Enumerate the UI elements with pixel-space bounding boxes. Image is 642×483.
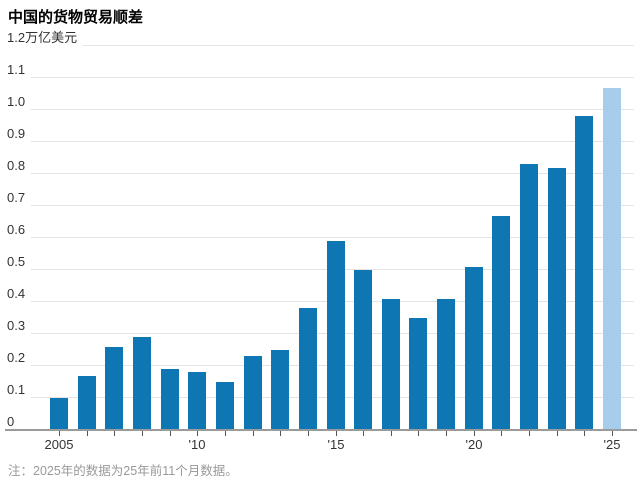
gridline-row-1: 1.0: [7, 94, 634, 110]
x-tick-2007: [114, 431, 115, 436]
gridline: [31, 190, 634, 206]
x-tick-2015: [336, 431, 337, 436]
bar-2010: [188, 372, 206, 430]
y-axis-label: 1.2万亿美元: [7, 30, 78, 45]
x-axis-line: [5, 429, 637, 431]
gridline: [31, 94, 634, 110]
gridline: [31, 158, 634, 174]
y-axis-label: 0.6: [7, 222, 26, 237]
bar-2018: [409, 318, 427, 430]
y-axis-label: 0.5: [7, 254, 26, 269]
bar-2014: [299, 308, 317, 430]
y-axis-label: 0: [7, 414, 15, 429]
bar-2005: [50, 398, 68, 430]
x-tick-2024: [584, 431, 585, 436]
gridline-row-1.2: 1.2万亿美元: [7, 30, 634, 46]
y-axis-label: 0.7: [7, 190, 26, 205]
bar-2020: [465, 267, 483, 430]
bar-2021: [492, 216, 510, 430]
x-tick-2025: [612, 431, 613, 436]
x-tick-2020: [474, 431, 475, 436]
gridline-row-0.7: 0.7: [7, 190, 634, 206]
gridline: [83, 30, 634, 46]
x-tick-2008: [142, 431, 143, 436]
gridline: [31, 126, 634, 142]
bar-2016: [354, 270, 372, 430]
y-axis-label: 0.9: [7, 126, 26, 141]
bar-2024: [575, 116, 593, 430]
x-tick-2006: [87, 431, 88, 436]
bar-2011: [216, 382, 234, 430]
x-tick-2010: [197, 431, 198, 436]
gridline-row-0.8: 0.8: [7, 158, 634, 174]
gridline: [31, 62, 634, 78]
y-axis-label: 0.1: [7, 382, 26, 397]
x-tick-2012: [253, 431, 254, 436]
gridline-row-0.1: 0.1: [7, 382, 634, 398]
x-axis-label-2015: '15: [327, 437, 345, 452]
bar-2007: [105, 347, 123, 430]
gridline-row-0.3: 0.3: [7, 318, 634, 334]
chart-title: 中国的货物贸易顺差: [8, 9, 144, 26]
x-tick-2011: [225, 431, 226, 436]
y-axis-label: 1.1: [7, 62, 26, 77]
bar-2022: [520, 164, 538, 430]
x-tick-2022: [529, 431, 530, 436]
y-axis-label: 0.8: [7, 158, 26, 173]
gridline-row-1.1: 1.1: [7, 62, 634, 78]
gridline-row-0.9: 0.9: [7, 126, 634, 142]
bar-2015: [327, 241, 345, 430]
bar-2023: [548, 168, 566, 430]
bar-2019: [437, 299, 455, 430]
gridline-row-0: 0: [7, 414, 634, 430]
x-tick-2013: [280, 431, 281, 436]
bar-2017: [382, 299, 400, 430]
bar-2009: [161, 369, 179, 430]
x-axis-label-2010: '10: [188, 437, 206, 452]
x-tick-2021: [501, 431, 502, 436]
gridline-row-0.6: 0.6: [7, 222, 634, 238]
bar-2013: [271, 350, 289, 430]
x-tick-2018: [418, 431, 419, 436]
bar-2025: [603, 88, 621, 430]
y-axis-label: 0.2: [7, 350, 26, 365]
x-tick-2019: [446, 431, 447, 436]
x-tick-2014: [308, 431, 309, 436]
bar-2012: [244, 356, 262, 430]
x-tick-2009: [170, 431, 171, 436]
y-axis-label: 1.0: [7, 94, 26, 109]
x-axis-label-2020: '20: [465, 437, 483, 452]
y-axis-label: 0.4: [7, 286, 26, 301]
x-axis-label-2025: '25: [603, 437, 621, 452]
gridline: [31, 222, 634, 238]
x-axis-label-2005: 2005: [44, 437, 74, 452]
x-tick-2005: [59, 431, 60, 436]
y-axis-label: 0.3: [7, 318, 26, 333]
chart-footnote: 注：2025年的数据为25年前11个月数据。: [8, 464, 238, 478]
gridline-row-0.5: 0.5: [7, 254, 634, 270]
bar-2006: [78, 376, 96, 430]
x-tick-2023: [557, 431, 558, 436]
gridline-row-0.2: 0.2: [7, 350, 634, 366]
x-tick-2016: [363, 431, 364, 436]
x-tick-2017: [391, 431, 392, 436]
bar-2008: [133, 337, 151, 430]
gridline-row-0.4: 0.4: [7, 286, 634, 302]
